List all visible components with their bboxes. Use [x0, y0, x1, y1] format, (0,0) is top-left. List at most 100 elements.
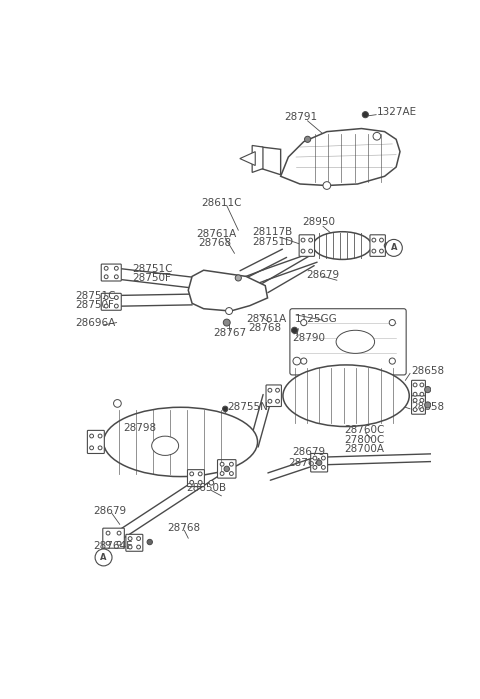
Circle shape	[362, 112, 369, 117]
Circle shape	[389, 319, 396, 326]
Circle shape	[316, 460, 322, 466]
Ellipse shape	[104, 408, 258, 477]
Circle shape	[293, 357, 300, 365]
Text: 1327AE: 1327AE	[377, 108, 417, 117]
Text: 27800C: 27800C	[345, 435, 385, 445]
Text: 28658: 28658	[411, 366, 444, 376]
Text: 28751D: 28751D	[252, 237, 293, 247]
Circle shape	[198, 472, 202, 476]
Polygon shape	[252, 145, 263, 173]
Circle shape	[104, 275, 108, 279]
Text: 28790: 28790	[292, 333, 325, 343]
FancyBboxPatch shape	[126, 534, 143, 552]
Circle shape	[137, 537, 141, 540]
Circle shape	[309, 249, 312, 253]
Text: 28679: 28679	[292, 447, 325, 457]
Circle shape	[220, 462, 224, 466]
Text: 28700A: 28700A	[345, 444, 384, 454]
Circle shape	[380, 249, 384, 253]
Circle shape	[90, 434, 94, 438]
FancyBboxPatch shape	[290, 309, 406, 375]
Circle shape	[268, 389, 272, 392]
Circle shape	[300, 358, 307, 364]
Circle shape	[372, 238, 376, 242]
Circle shape	[114, 266, 118, 271]
Circle shape	[425, 402, 431, 408]
Circle shape	[389, 358, 396, 364]
Text: 28764: 28764	[288, 458, 322, 468]
Text: 28950: 28950	[302, 217, 335, 227]
Text: 28767: 28767	[214, 328, 247, 338]
Circle shape	[413, 392, 417, 396]
Ellipse shape	[313, 232, 372, 259]
Circle shape	[420, 398, 424, 402]
FancyBboxPatch shape	[299, 235, 314, 257]
Polygon shape	[262, 147, 281, 175]
Circle shape	[380, 238, 384, 242]
Circle shape	[413, 408, 417, 412]
Circle shape	[114, 304, 118, 308]
Circle shape	[384, 243, 390, 248]
Circle shape	[117, 531, 121, 535]
Circle shape	[226, 308, 232, 315]
Circle shape	[114, 275, 118, 279]
Text: 28760C: 28760C	[345, 426, 385, 435]
Circle shape	[300, 319, 307, 326]
FancyBboxPatch shape	[217, 460, 236, 478]
Polygon shape	[240, 152, 255, 166]
Circle shape	[223, 406, 228, 412]
Text: 28791: 28791	[285, 112, 318, 122]
Circle shape	[322, 466, 325, 469]
Circle shape	[373, 132, 381, 140]
FancyBboxPatch shape	[101, 294, 121, 310]
FancyBboxPatch shape	[370, 235, 385, 257]
Text: 28679: 28679	[306, 270, 339, 280]
Circle shape	[117, 541, 121, 545]
Circle shape	[137, 545, 141, 549]
Text: 28768: 28768	[198, 238, 231, 248]
Circle shape	[301, 249, 305, 253]
FancyBboxPatch shape	[188, 470, 204, 487]
Circle shape	[147, 540, 153, 545]
Text: 28750F: 28750F	[75, 300, 114, 310]
Ellipse shape	[336, 331, 374, 354]
Circle shape	[301, 238, 305, 242]
Text: 28768: 28768	[248, 323, 281, 333]
Circle shape	[190, 480, 193, 484]
Circle shape	[304, 136, 311, 143]
Circle shape	[425, 387, 431, 393]
Circle shape	[323, 182, 331, 189]
FancyBboxPatch shape	[411, 396, 425, 415]
Text: 28761A: 28761A	[196, 229, 236, 239]
Text: 28755N: 28755N	[227, 403, 268, 412]
Text: 1125GG: 1125GG	[295, 314, 337, 324]
Circle shape	[98, 446, 102, 449]
Polygon shape	[281, 129, 400, 185]
Circle shape	[90, 446, 94, 449]
Circle shape	[313, 466, 317, 469]
Circle shape	[220, 472, 224, 475]
Circle shape	[276, 389, 279, 392]
Circle shape	[106, 541, 110, 545]
Circle shape	[223, 319, 230, 326]
Circle shape	[309, 238, 312, 242]
Text: 28751C: 28751C	[132, 264, 172, 274]
Text: 28764E: 28764E	[94, 541, 133, 551]
Circle shape	[268, 399, 272, 403]
Circle shape	[128, 545, 132, 549]
Text: 28611C: 28611C	[201, 199, 242, 208]
Text: 28117B: 28117B	[252, 227, 292, 238]
Circle shape	[198, 480, 202, 484]
Circle shape	[114, 296, 118, 299]
Text: 28650B: 28650B	[186, 483, 226, 493]
Circle shape	[420, 383, 424, 387]
Polygon shape	[188, 271, 267, 311]
Text: A: A	[100, 553, 107, 562]
Text: 28768: 28768	[168, 523, 201, 533]
Circle shape	[190, 472, 193, 476]
Text: A: A	[391, 243, 397, 252]
Circle shape	[114, 400, 121, 408]
Circle shape	[104, 304, 108, 308]
Text: 28658: 28658	[411, 403, 444, 412]
FancyBboxPatch shape	[103, 528, 124, 548]
